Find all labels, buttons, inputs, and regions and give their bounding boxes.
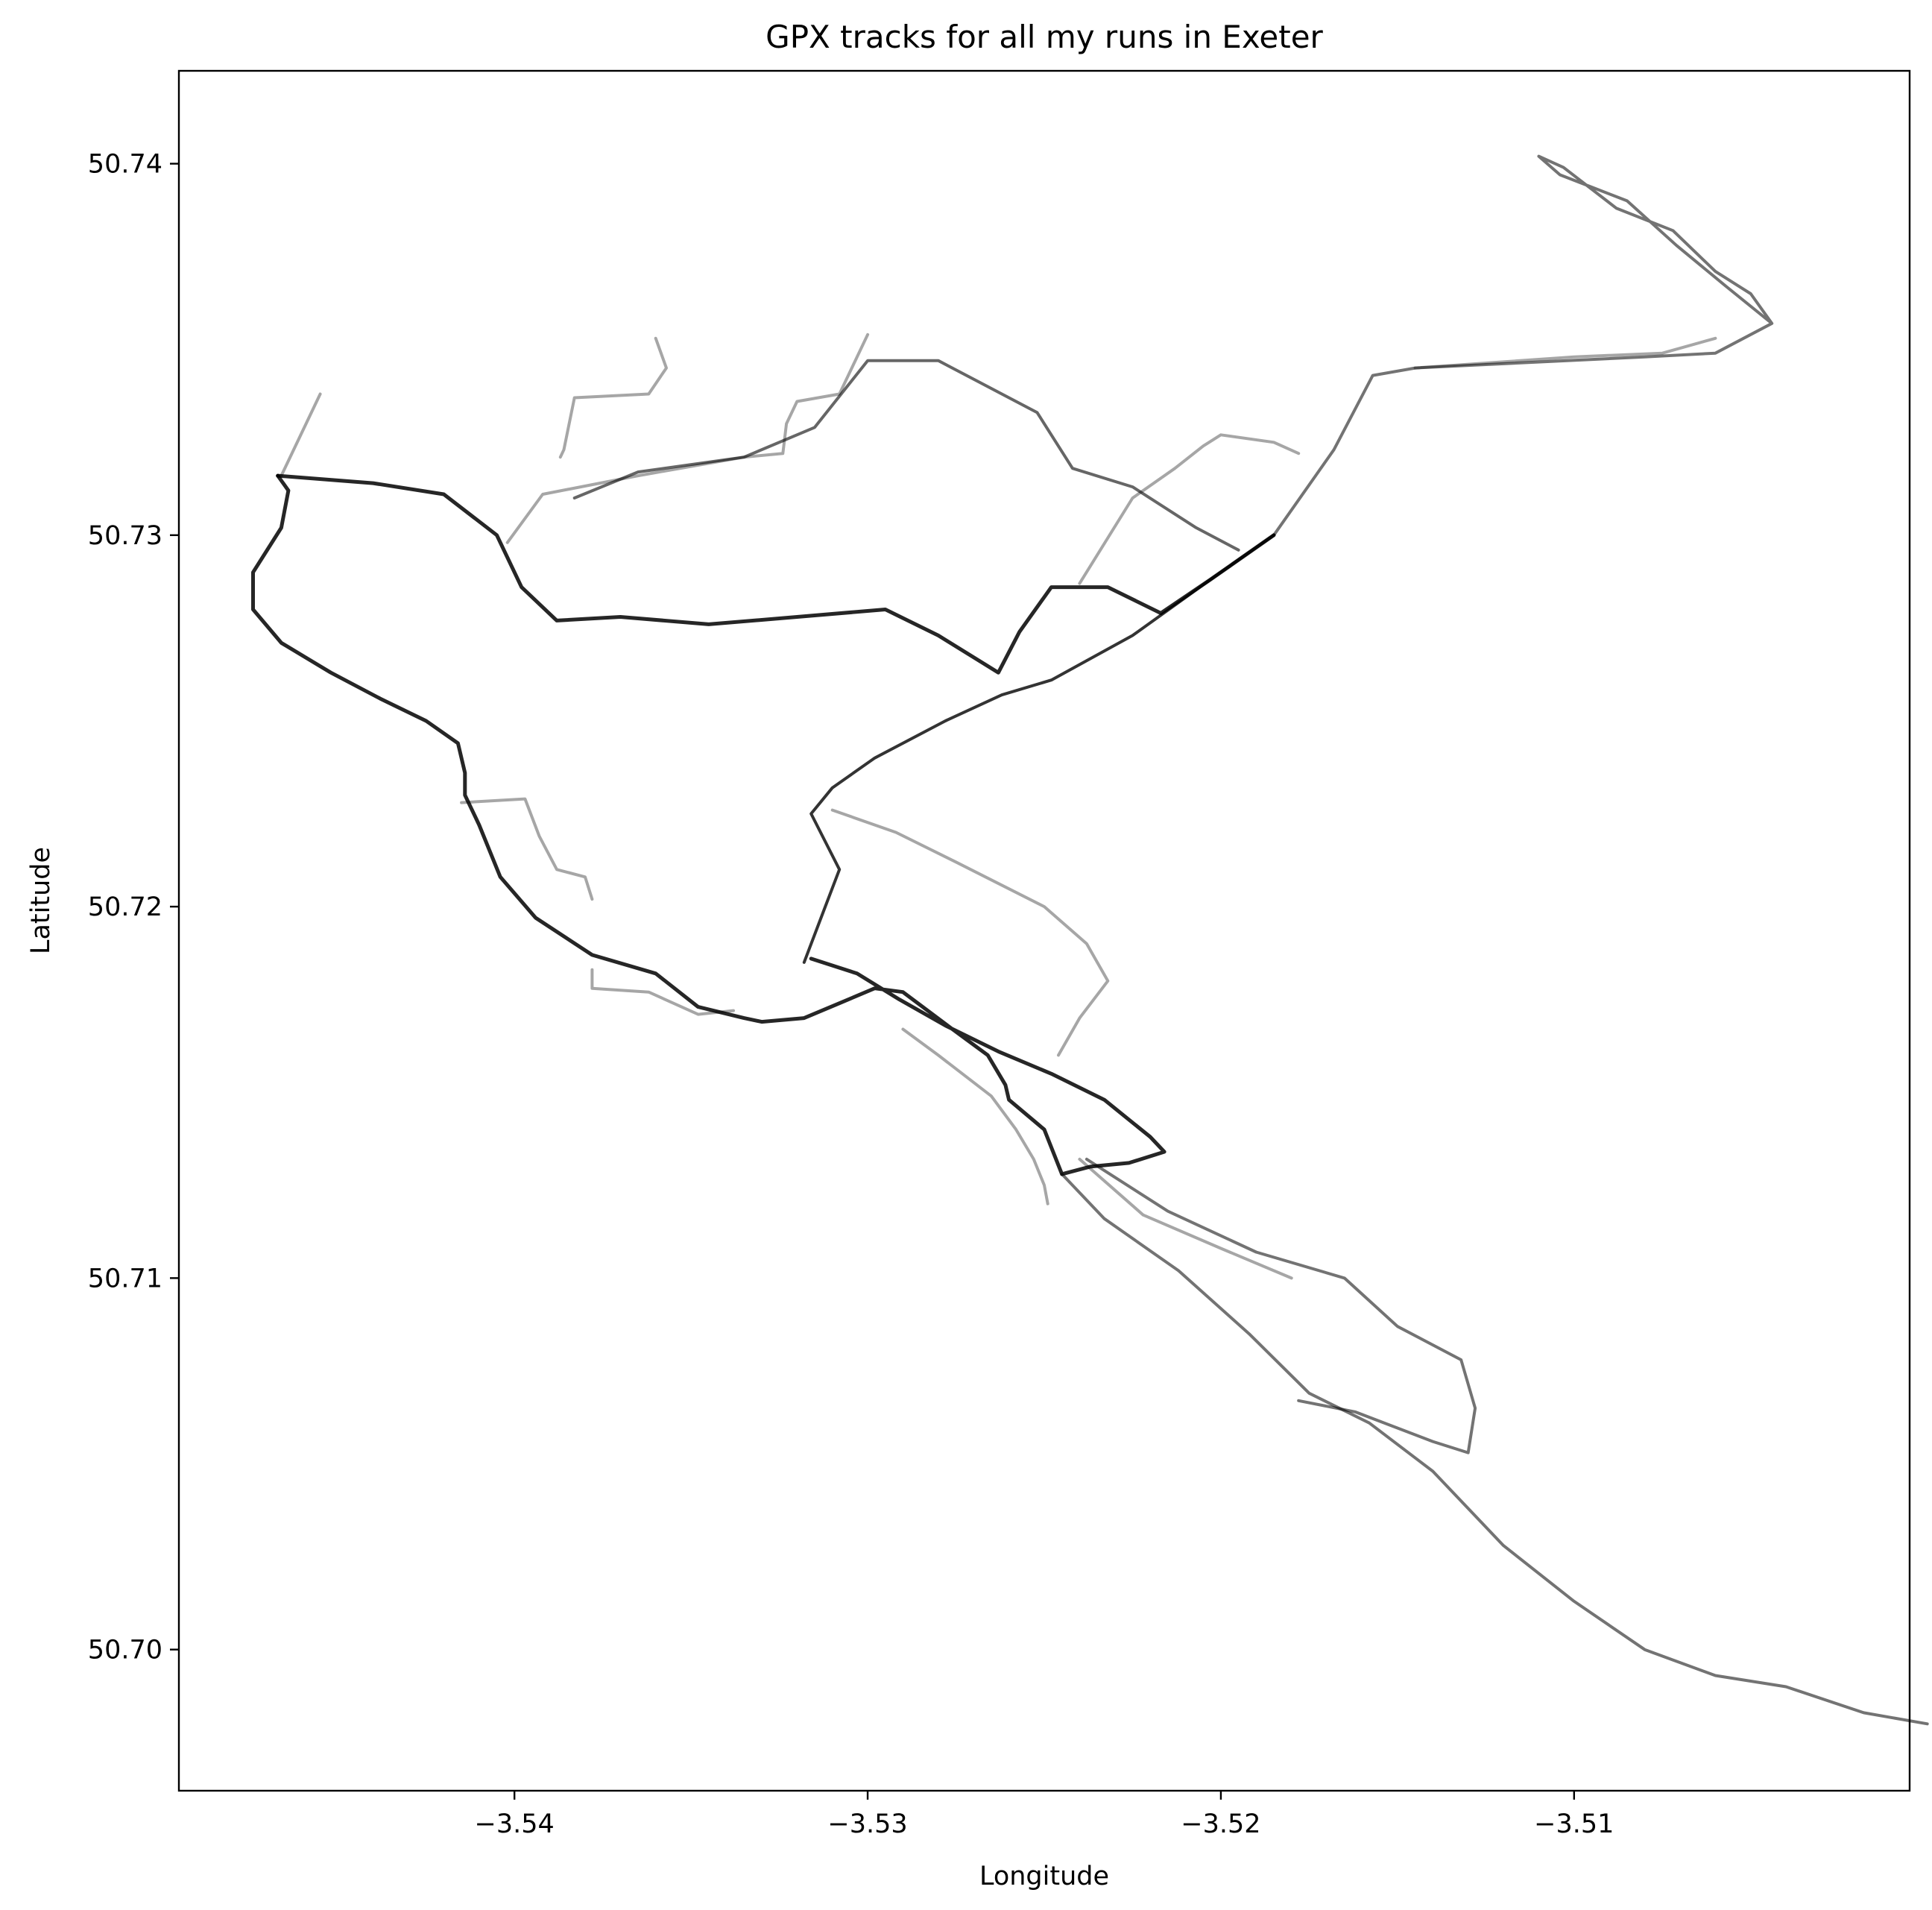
- gpx-track-5: [1413, 336, 1717, 370]
- y-tick-label: 50.73: [88, 521, 162, 551]
- gpx-track-2: [276, 473, 1276, 675]
- y-axis: 50.70 50.71 50.72 50.73 50.74: [88, 150, 179, 1665]
- gpx-track-16: [1060, 1172, 1929, 1726]
- tracks-group: [251, 154, 1929, 1726]
- gpx-track-11: [460, 797, 594, 901]
- gpx-track-9: [280, 392, 322, 478]
- gpx-track-17: [1085, 1157, 1477, 1454]
- x-tick-label: −3.51: [1534, 1809, 1614, 1839]
- y-tick-label: 50.74: [88, 150, 162, 180]
- gpx-track-6: [572, 359, 1240, 552]
- x-tick-label: −3.54: [475, 1809, 555, 1839]
- y-tick-label: 50.71: [88, 1264, 162, 1293]
- gpx-track-10: [1078, 433, 1301, 585]
- y-axis-label: Latitude: [26, 847, 56, 954]
- gpx-track-7: [505, 332, 870, 544]
- x-axis: −3.54 −3.53 −3.52 −3.51: [475, 1791, 1614, 1839]
- gpx-track-1: [251, 473, 1167, 1176]
- chart-title: GPX tracks for all my runs in Exeter: [765, 19, 1323, 55]
- x-axis-label: Longitude: [979, 1862, 1109, 1891]
- gpx-track-3: [802, 533, 1275, 964]
- x-tick-label: −3.52: [1181, 1809, 1260, 1839]
- x-tick-label: −3.53: [827, 1809, 907, 1839]
- gpx-track-14: [901, 1027, 1049, 1205]
- plot-area: [179, 71, 1910, 1791]
- gpx-track-4: [1272, 154, 1774, 537]
- gpx-track-12: [830, 808, 1110, 1057]
- gpx-track-13: [590, 968, 735, 1016]
- plot-frame: [177, 69, 1911, 1792]
- y-tick-label: 50.70: [88, 1636, 162, 1665]
- gpx-track-8: [558, 336, 668, 459]
- y-tick-label: 50.72: [88, 892, 162, 922]
- gpx-track-15: [1078, 1157, 1293, 1280]
